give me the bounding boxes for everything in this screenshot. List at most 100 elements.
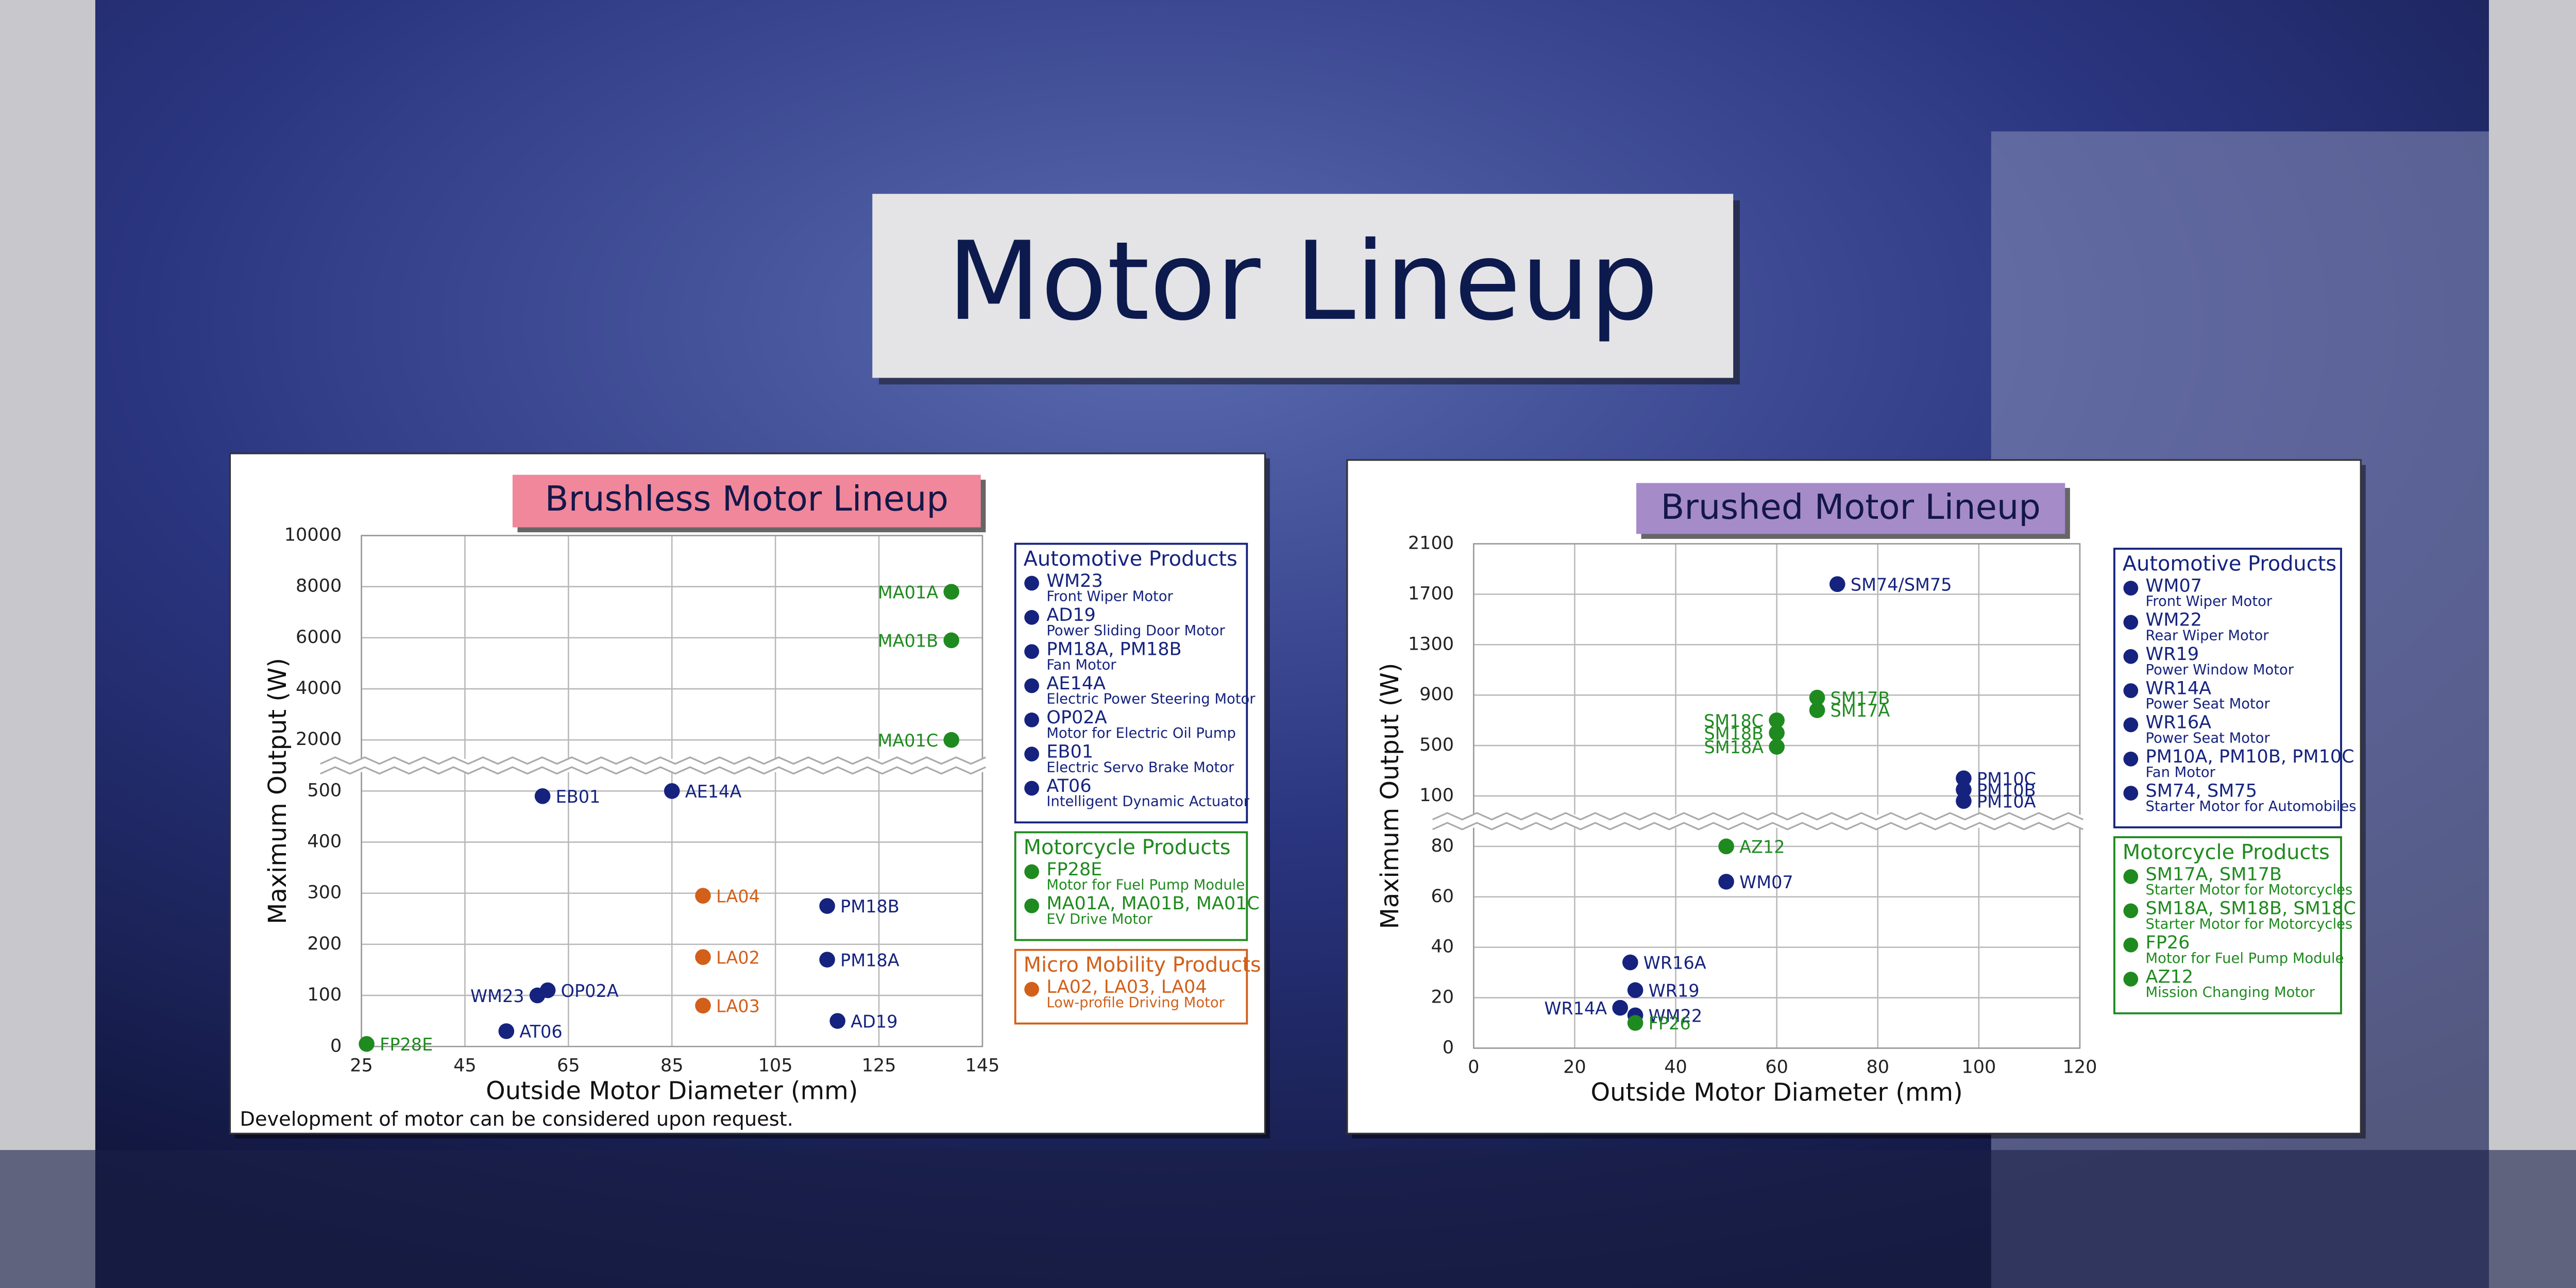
legend-title: Micro Mobility Products bbox=[1024, 953, 1261, 977]
data-point bbox=[1809, 689, 1825, 706]
legend-desc: Power Seat Motor bbox=[2146, 730, 2270, 746]
y-tick-label: 8000 bbox=[296, 575, 342, 597]
data-point bbox=[664, 783, 680, 799]
data-point bbox=[819, 898, 835, 914]
legend-desc: Motor for Fuel Pump Module bbox=[1046, 877, 1245, 893]
y-tick-label: 400 bbox=[307, 831, 342, 852]
data-point bbox=[943, 632, 959, 649]
y-tick-label: 1300 bbox=[1408, 633, 1454, 654]
chart-title: Brushed Motor Lineup bbox=[1660, 487, 2040, 527]
legend-desc: Motor for Fuel Pump Module bbox=[2146, 951, 2344, 967]
plot-frame bbox=[361, 535, 984, 1047]
legend-desc: Power Sliding Door Motor bbox=[1046, 623, 1225, 639]
left-wall bbox=[0, 0, 95, 1288]
y-tick-label: 20 bbox=[1431, 987, 1454, 1008]
point-label: LA03 bbox=[716, 996, 760, 1016]
point-label: LA04 bbox=[716, 886, 760, 906]
legend-item: WR19 bbox=[2146, 643, 2199, 665]
y-tick-label: 500 bbox=[307, 779, 342, 801]
legend-box bbox=[1014, 831, 1248, 941]
y-tick-label: 4000 bbox=[296, 677, 342, 699]
x-tick-label: 100 bbox=[1961, 1057, 1996, 1078]
legend-item: LA02, LA03, LA04 bbox=[1046, 976, 1207, 997]
point-label: AD19 bbox=[851, 1011, 897, 1031]
point-label: SM17A bbox=[1831, 701, 1890, 721]
legend-item: SM17A, SM17B bbox=[2146, 863, 2282, 885]
legend-item: SM18A, SM18B, SM18C bbox=[2146, 898, 2356, 919]
legend-desc: Starter Motor for Motorcycles bbox=[2146, 882, 2353, 898]
point-label: AT06 bbox=[519, 1022, 562, 1042]
legend-item: MA01A, MA01B, MA01C bbox=[1046, 893, 1260, 914]
legend-marker bbox=[2123, 581, 2139, 596]
point-label: MA01B bbox=[878, 631, 938, 651]
point-label: PM10C bbox=[1977, 769, 2036, 789]
point-label: SM18B bbox=[1704, 723, 1764, 743]
legend-item: PM10A, PM10B, PM10C bbox=[2146, 746, 2354, 767]
legend-marker bbox=[2123, 937, 2139, 953]
legend-item: FP26 bbox=[2146, 932, 2190, 953]
y-tick-label: 300 bbox=[307, 882, 342, 903]
y-tick-label: 80 bbox=[1431, 835, 1454, 856]
y-axis-title: Maximum Output (W) bbox=[264, 658, 292, 924]
x-tick-label: 40 bbox=[1664, 1057, 1687, 1078]
x-tick-label: 145 bbox=[965, 1055, 999, 1076]
data-point bbox=[943, 584, 959, 600]
legend-marker bbox=[1024, 747, 1039, 761]
data-point bbox=[829, 1013, 845, 1029]
title-box bbox=[512, 474, 981, 528]
point-label: AE14A bbox=[685, 782, 742, 802]
legend-marker bbox=[1024, 678, 1039, 693]
data-point bbox=[359, 1036, 375, 1052]
title-box bbox=[1636, 483, 2065, 534]
legend-desc: Intelligent Dynamic Actuator bbox=[1046, 794, 1249, 810]
legend-marker bbox=[1024, 575, 1039, 591]
data-point bbox=[1809, 702, 1825, 718]
y-tick-label: 200 bbox=[307, 933, 342, 954]
axis-break bbox=[1432, 822, 2084, 831]
legend-marker bbox=[2123, 615, 2139, 630]
data-point bbox=[943, 732, 959, 748]
legend-item: AT06 bbox=[1046, 775, 1091, 796]
data-point bbox=[534, 788, 551, 804]
x-tick-label: 20 bbox=[1563, 1057, 1586, 1078]
data-point bbox=[498, 1023, 515, 1039]
point-label: WM23 bbox=[470, 986, 524, 1006]
point-label: SM17B bbox=[1831, 688, 1890, 708]
data-point bbox=[819, 952, 835, 968]
x-tick-label: 85 bbox=[660, 1055, 684, 1076]
legend-box bbox=[2113, 548, 2342, 828]
point-label: WM22 bbox=[1649, 1006, 1703, 1026]
point-label: PM10A bbox=[1977, 791, 2036, 811]
y-tick-label: 100 bbox=[307, 984, 342, 1005]
legend-title: Automotive Products bbox=[1024, 547, 1238, 571]
legend-desc: Rear Wiper Motor bbox=[2146, 628, 2269, 644]
legend-marker bbox=[1024, 898, 1039, 913]
data-point bbox=[1627, 982, 1643, 998]
chart-title: Brushless Motor Lineup bbox=[545, 479, 948, 519]
point-label: EB01 bbox=[556, 787, 601, 807]
legend-marker bbox=[2123, 903, 2139, 919]
x-tick-label: 65 bbox=[557, 1055, 580, 1076]
axis-break bbox=[320, 766, 986, 775]
legend-box bbox=[1014, 948, 1248, 1025]
y-tick-label: 0 bbox=[330, 1035, 342, 1056]
point-label: AZ12 bbox=[1739, 837, 1785, 857]
point-label: SM18C bbox=[1704, 711, 1764, 731]
legend-title: Automotive Products bbox=[2123, 552, 2336, 575]
y-tick-label: 900 bbox=[1419, 684, 1454, 705]
y-tick-label: 10000 bbox=[284, 524, 342, 546]
point-label: MA01A bbox=[878, 582, 938, 602]
data-point bbox=[1612, 999, 1628, 1016]
legend-desc: Power Seat Motor bbox=[2146, 696, 2270, 712]
legend-desc: Front Wiper Motor bbox=[2146, 594, 2273, 609]
legend-desc: Fan Motor bbox=[2146, 765, 2216, 781]
axis-break-band bbox=[320, 759, 999, 772]
data-point bbox=[1627, 1015, 1643, 1031]
title-board bbox=[872, 194, 1734, 378]
y-tick-label: 2100 bbox=[1408, 532, 1454, 553]
y-tick-label: 60 bbox=[1431, 886, 1454, 907]
point-label: PM10B bbox=[1977, 780, 2036, 800]
data-point bbox=[1769, 712, 1785, 728]
data-point bbox=[1622, 954, 1638, 971]
